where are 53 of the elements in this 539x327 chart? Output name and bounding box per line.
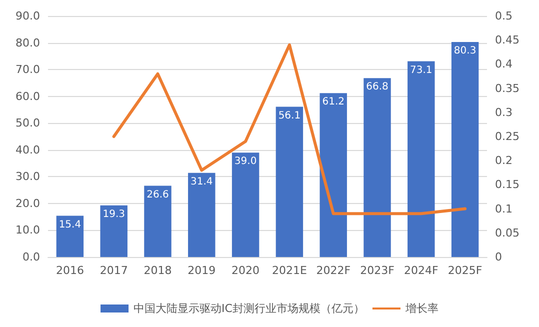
- y-tick-label: 60.0: [16, 90, 40, 103]
- y-tick-label: 70.0: [16, 63, 40, 76]
- x-tick-label: 2025F: [448, 264, 482, 277]
- data-label: 19.3: [102, 208, 125, 220]
- bar: [320, 93, 347, 257]
- y2-tick-label: 0.4: [495, 58, 512, 71]
- bar: [56, 216, 84, 257]
- y-tick-label: 80.0: [16, 36, 40, 50]
- x-tick-label: 2024F: [404, 264, 438, 277]
- y-tick-label: 40.0: [16, 143, 40, 156]
- y2-tick-label: 0.35: [495, 82, 520, 95]
- y-tick-label: 20.0: [16, 196, 40, 210]
- x-tick-label: 2018: [144, 264, 172, 277]
- data-label: 26.6: [146, 189, 169, 200]
- data-label: 56.1: [278, 110, 301, 122]
- bar: [408, 61, 435, 257]
- data-label: 80.3: [454, 45, 476, 56]
- data-label: 15.4: [58, 219, 82, 230]
- legend-label: 增长率: [404, 302, 438, 315]
- data-label: 31.4: [190, 176, 213, 188]
- bar: [364, 78, 391, 257]
- y-tick-label: 90.0: [16, 10, 40, 22]
- x-tick-label: 2023F: [360, 264, 394, 277]
- bar: [276, 106, 304, 257]
- legend-label: 中国大陆显示驱动IC封测行业市场规模（亿元）: [134, 302, 364, 315]
- bar: [144, 186, 172, 257]
- y2-tick-label: 0.05: [495, 226, 520, 240]
- bar: [188, 172, 216, 257]
- bar: [100, 205, 128, 257]
- data-label: 61.2: [322, 96, 344, 108]
- y2-tick-label: 0.2: [495, 154, 512, 168]
- bar: [232, 152, 260, 257]
- data-label: 39.0: [234, 156, 257, 168]
- y2-tick-label: 0.5: [495, 10, 512, 22]
- y2-tick-label: 0.45: [495, 34, 520, 47]
- x-tick-label: 2017: [100, 264, 128, 277]
- y-tick-label: 30.0: [16, 170, 40, 184]
- x-tick-label: 2021E: [272, 264, 307, 277]
- y2-tick-label: 0.3: [495, 106, 512, 119]
- x-tick-label: 2022F: [316, 264, 351, 277]
- y2-tick-label: 0: [495, 250, 502, 264]
- y2-tick-label: 0.1: [495, 202, 512, 216]
- x-tick-label: 2019: [188, 264, 216, 277]
- data-label: 66.8: [366, 82, 388, 93]
- y-tick-label: 0.0: [22, 250, 40, 264]
- y2-tick-label: 0.25: [495, 130, 520, 143]
- y2-tick-label: 0.15: [495, 178, 520, 192]
- x-tick-label: 2020: [232, 264, 260, 277]
- bar: [451, 42, 479, 257]
- x-tick-label: 2016: [56, 264, 84, 277]
- data-label: 73.1: [410, 64, 432, 76]
- y-tick-label: 50.0: [16, 116, 40, 130]
- y-tick-label: 10.0: [16, 224, 40, 237]
